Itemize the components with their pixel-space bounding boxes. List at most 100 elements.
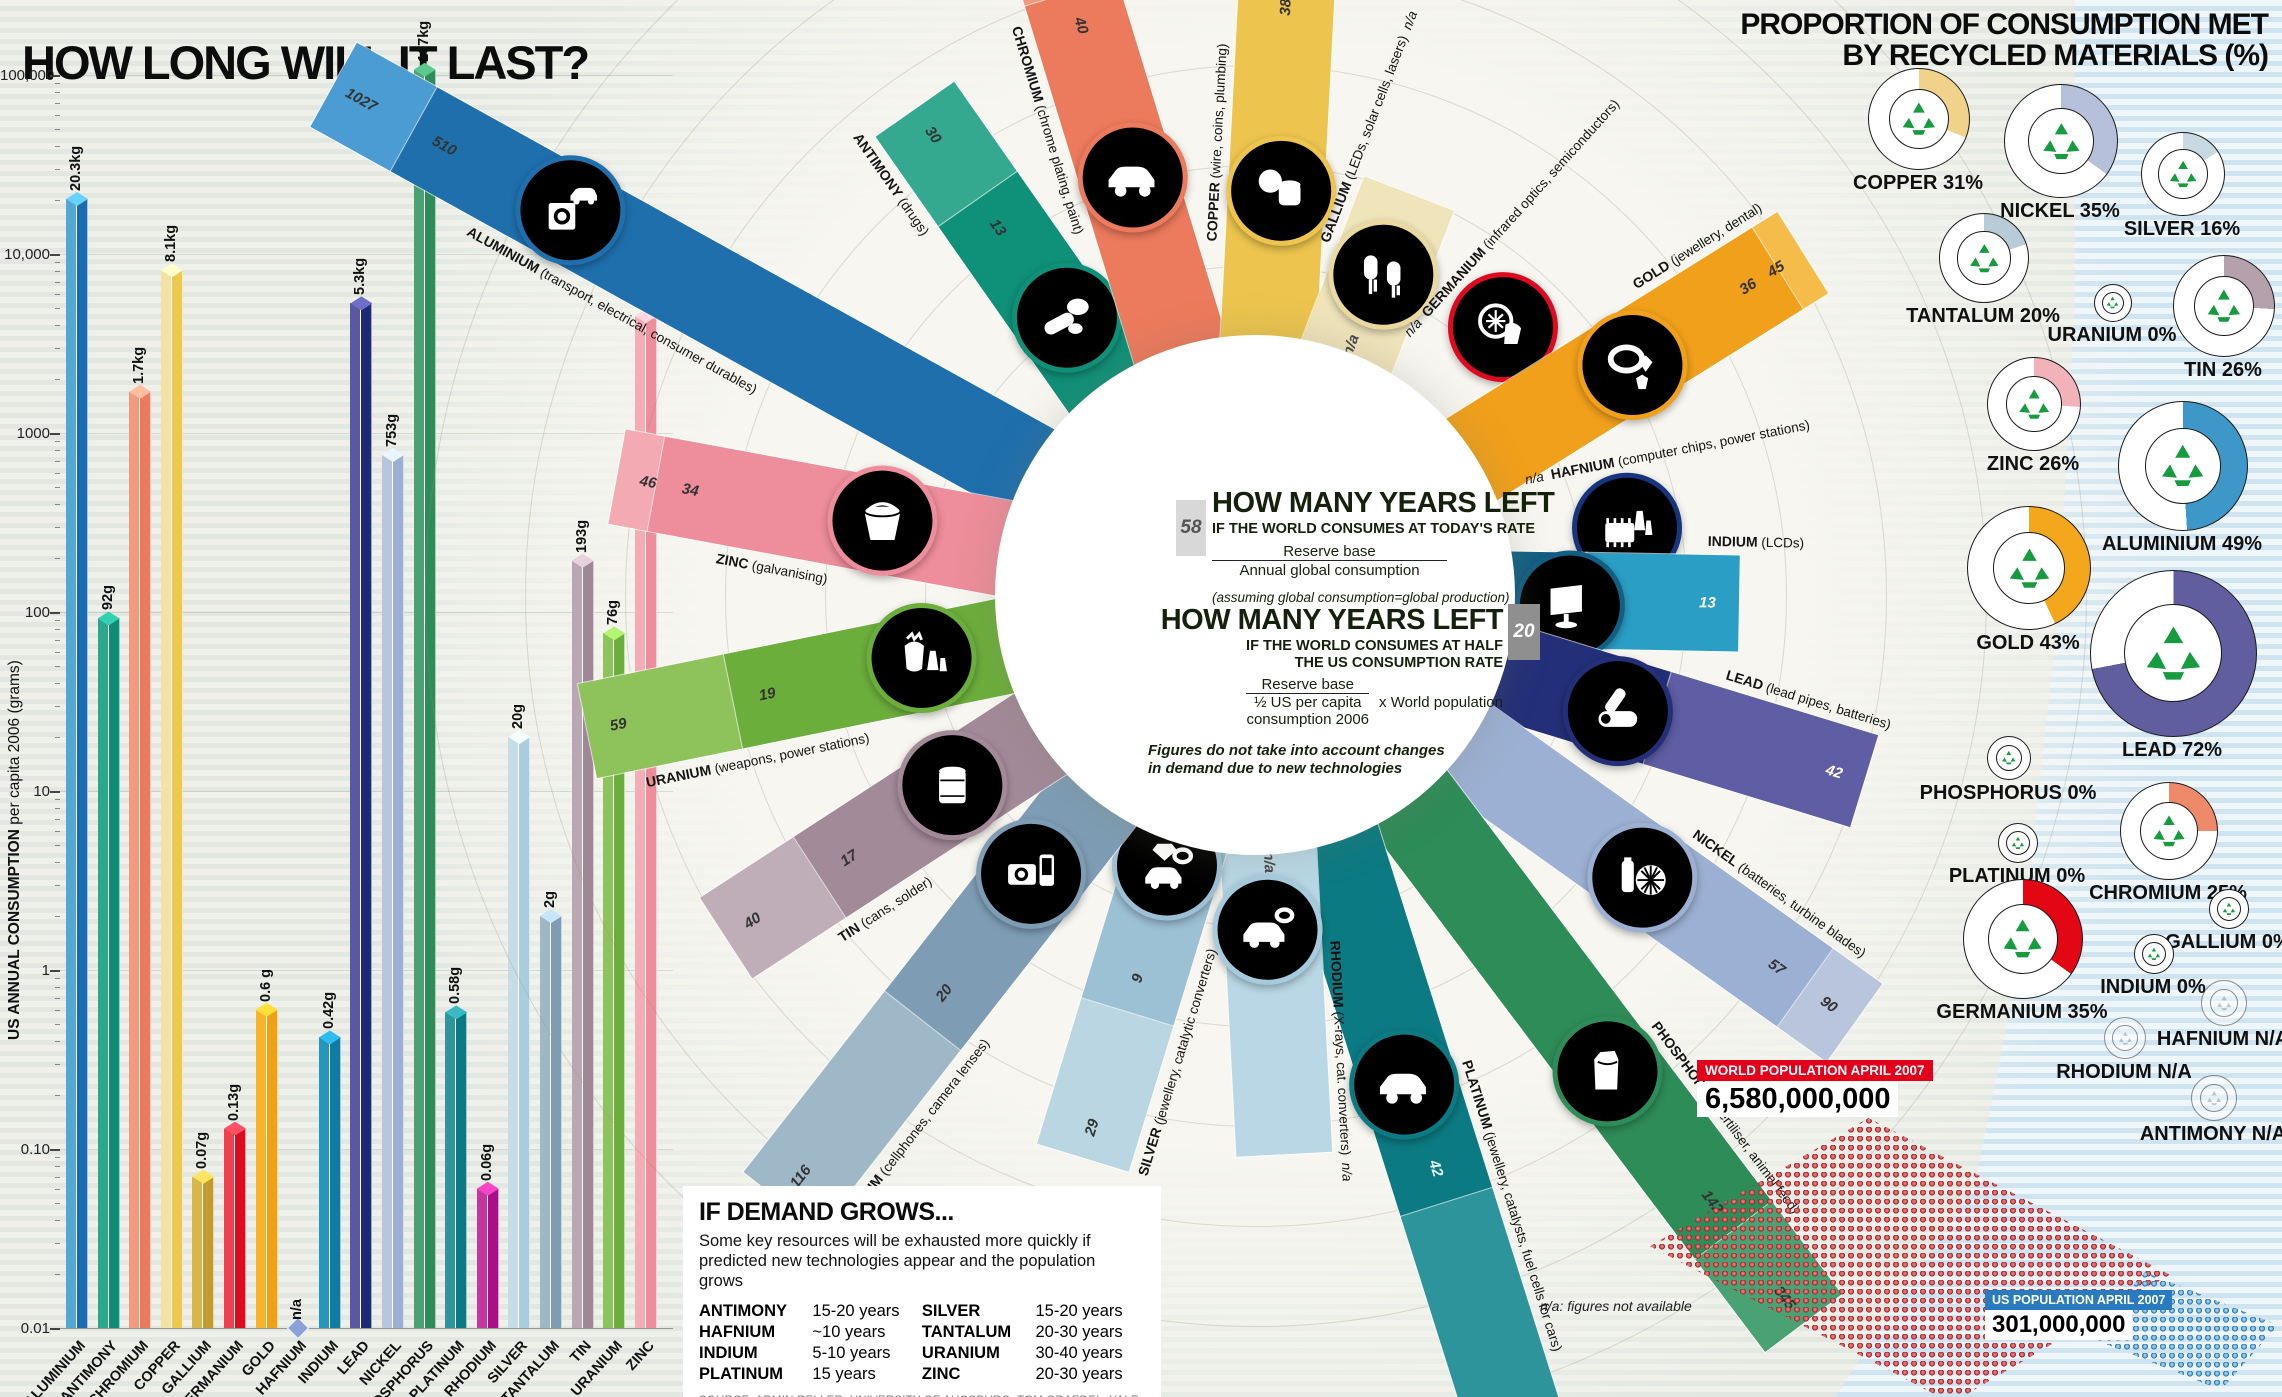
bar-column-cap <box>413 62 436 77</box>
recycle-icon <box>2194 276 2254 336</box>
recycled-donut-label: HAFNIUM N/A <box>2156 1028 2282 1050</box>
bar-column-cap <box>224 1121 246 1136</box>
bar-chart-minor-tick <box>55 844 60 846</box>
bar-chart-minor-tick <box>55 1095 60 1097</box>
recycled-donut-label: COPPER 31% <box>1852 172 1984 194</box>
ring-diamond-icon <box>1577 310 1688 421</box>
bar-chart-minor-tick <box>55 808 60 810</box>
bar-chart-minor-tick <box>55 629 60 631</box>
spoke-name-label: INDIUM (LCDs) <box>1707 532 1805 551</box>
recycled-donut-phosphorus <box>1987 736 2031 780</box>
car-icon <box>1349 1029 1460 1140</box>
bar-chart-minor-tick <box>55 1242 60 1244</box>
recycled-donut-tantalum <box>1939 213 2029 303</box>
bar-chart-tick-label: 100,000 <box>0 67 55 84</box>
bar-column-cap <box>129 384 152 399</box>
recycled-donut-indium <box>2134 934 2174 974</box>
recycle-icon <box>2216 896 2242 922</box>
bar-chart-minor-tick <box>55 128 60 130</box>
bar-column <box>66 198 88 1328</box>
recycle-icon <box>2101 291 2125 315</box>
recycled-donut-platinum <box>1998 823 2038 863</box>
demand-years: 5-10 years <box>812 1344 891 1363</box>
bar-chart-tick-label: 0.01 <box>20 1320 50 1337</box>
bucket-icon <box>827 465 938 576</box>
recycle-icon <box>2210 989 2238 1017</box>
bar-chart-tick-label: 10 <box>33 783 50 800</box>
demand-element: SILVER <box>921 1302 981 1321</box>
bar-chart-minor-tick <box>55 665 60 667</box>
bar-value-label: 0.13g <box>226 1083 242 1121</box>
recycle-icon <box>2027 107 2095 175</box>
us-population-value: 301,000,000 <box>1985 1310 2133 1340</box>
us-population-label: US POPULATION APRIL 2007 <box>1985 1290 2173 1310</box>
demand-years: ~10 years <box>812 1323 886 1342</box>
bar-chart-minor-tick <box>55 307 60 309</box>
bar-column-cap <box>382 448 404 463</box>
bar-value-label: n/a <box>289 1299 306 1320</box>
bar-chart-minor-tick <box>55 281 60 283</box>
recycled-donut-label: GOLD 43% <box>1976 632 2080 654</box>
half-subtitle-line2: THE US CONSUMPTION RATE <box>1294 654 1503 671</box>
demand-element: ZINC <box>921 1365 961 1384</box>
recycle-icon <box>2005 830 2031 856</box>
today-formula-note: (assuming global consumption=global prod… <box>1212 590 1510 605</box>
years-today-title: HOW MANY YEARS LEFT <box>1212 487 1555 519</box>
recycled-donut-label: ALUMINIUM 49% <box>2101 533 2263 555</box>
recycle-icon <box>1992 531 2066 605</box>
bar-chart-minor-tick <box>55 1157 60 1159</box>
bar-column <box>192 1176 215 1328</box>
bar-chart-minor-tick <box>55 1063 60 1065</box>
bar-column-cap <box>350 296 373 311</box>
bar-column-cap <box>318 1030 341 1045</box>
bar-chart-major-tick <box>50 970 60 972</box>
can-icon <box>897 730 1008 841</box>
bar-chart-minor-tick <box>55 830 60 832</box>
pills-icon <box>1011 262 1122 373</box>
bar-chart-minor-tick <box>55 916 60 918</box>
bar-column-cap <box>160 263 183 278</box>
bar-column <box>160 270 183 1328</box>
bar-chart-major-tick <box>50 75 60 77</box>
bar-value-label: 8.1kg <box>162 225 179 263</box>
recycled-donut-label: LEAD 72% <box>2121 738 2223 761</box>
bar-chart-gridline <box>58 1328 673 1329</box>
demand-table: ANTIMONY 15-20 years SILVER 15-20 years HAFN… <box>699 1301 1145 1385</box>
bar-value-label: 92g <box>99 585 116 611</box>
bar-value-label: 753g <box>384 413 400 448</box>
bar-chart-minor-tick <box>55 737 60 739</box>
bar-chart-minor-tick <box>55 884 60 886</box>
bar-chart-major-tick <box>50 791 60 793</box>
source-note: SOURCE: ARMIN RELLER, UNIVERSITY OF AUGS… <box>699 1395 1145 1397</box>
bar-value-label: 0.42g <box>320 992 337 1030</box>
bar-column <box>476 1188 499 1328</box>
bar-chart-minor-tick <box>55 146 60 148</box>
battery-pipe-icon <box>1562 656 1673 767</box>
recycled-donut-copper <box>1868 68 1970 170</box>
demand-element: INDIUM <box>699 1344 758 1363</box>
bar-chart-minor-tick <box>55 262 60 264</box>
bar-chart-minor-tick <box>55 450 60 452</box>
recycled-donut-label: SILVER 16% <box>2123 218 2241 240</box>
demand-table-row: ANTIMONY 15-20 years SILVER 15-20 years <box>699 1301 1145 1322</box>
recycled-donut-label: INDIUM 0% <box>2100 976 2206 998</box>
bar-chart-minor-tick <box>55 441 60 443</box>
bar-chart-minor-tick <box>55 1188 60 1190</box>
bar-chart-tick-label: 10,000 <box>4 246 50 263</box>
recycle-icon <box>2112 1025 2138 1051</box>
if-demand-grows-box: IF DEMAND GROWS... Some key resources wi… <box>683 1186 1161 1397</box>
recycle-icon <box>1889 89 1949 149</box>
recycled-donut-gold <box>1967 506 2091 630</box>
bar-column-cap <box>255 1002 278 1017</box>
bar-chart-minor-tick <box>55 620 60 622</box>
sack-icon <box>1552 1015 1663 1126</box>
bar-chart-minor-tick <box>55 818 60 820</box>
recycle-icon <box>1987 903 2059 975</box>
recycled-donut-label: GERMANIUM 35% <box>1936 1001 2108 1023</box>
bar-chart-minor-tick <box>55 504 60 506</box>
bar-column <box>350 303 373 1328</box>
page-title: HOW LONG WILL IT LAST? <box>22 36 590 90</box>
recycled-donut-zinc <box>1987 357 2081 451</box>
bar-chart-minor-tick <box>55 486 60 488</box>
demand-table-row: PLATINUM 15 years ZINC 20-30 years <box>699 1364 1145 1385</box>
